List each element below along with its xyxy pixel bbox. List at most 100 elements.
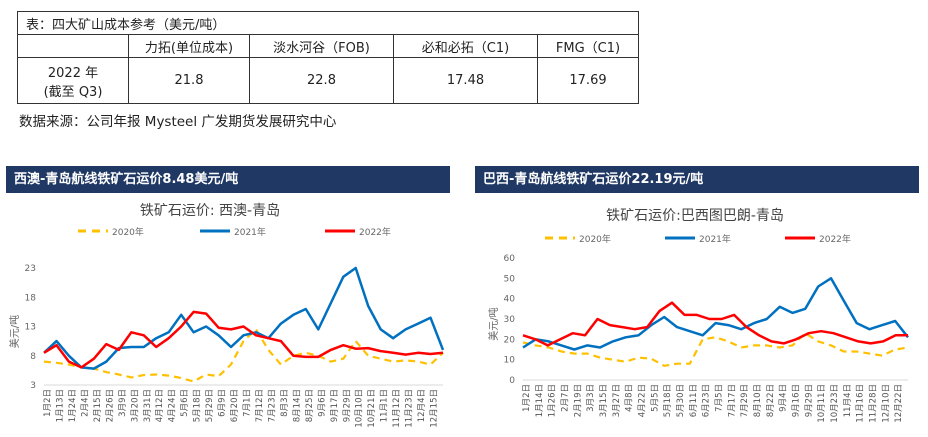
x-tick-label: 9月17日	[330, 389, 340, 422]
x-tick-label: 4月22日	[638, 384, 648, 417]
series-line-2022年	[43, 310, 444, 369]
y-tick-label: 23	[25, 264, 36, 274]
x-tick-label: 3月9日	[118, 389, 128, 417]
y-tick-label: 13	[25, 323, 36, 333]
x-tick-label: 7月17日	[727, 384, 737, 417]
legend-label: 2021年	[234, 226, 266, 238]
x-tick-label: 8月10日	[753, 384, 763, 417]
x-tick-label: 9月4日	[779, 384, 789, 412]
header-cell: FMG（C1)	[537, 34, 639, 58]
series-line-2021年	[43, 266, 445, 370]
cost-table: 表：四大矿山成本参考（美元/吨） 力拓(单位成本) 淡水河谷（FOB) 必和必拓…	[17, 11, 639, 104]
x-tick-label: 12月10日	[881, 384, 891, 423]
y-tick-label: 10	[504, 356, 516, 366]
chart-title: 铁矿石运价: 西澳-青岛	[140, 203, 280, 219]
x-tick-label: 1月13日	[55, 389, 65, 422]
header-cell	[17, 34, 129, 58]
source-note: 数据来源：公司年报 Mysteel 广发期货发展研究中心	[19, 114, 337, 130]
x-tick-label: 11月1日	[380, 389, 390, 422]
y-tick-label: 30	[504, 315, 516, 325]
row-label-note: (截至 Q3)	[43, 84, 103, 100]
x-tick-label: 2月15日	[93, 389, 103, 422]
chart-brazil: 铁矿石运价:巴西图巴朗-青岛 2020年 2021年 2022年 0 10 20 30 40 50…	[487, 208, 909, 423]
series-line-2020年	[43, 328, 444, 383]
x-tick-label: 2月4日	[80, 389, 90, 417]
x-tick-label: 3月15日	[599, 384, 609, 417]
x-tick-label: 5月30日	[676, 384, 686, 417]
x-tick-label: 11月28日	[869, 384, 879, 423]
x-tick-label: 10月11日	[817, 384, 827, 423]
x-tick-label: 11月16日	[856, 384, 866, 423]
legend-label: 2022年	[359, 226, 391, 238]
left-panel-header: 西澳-青岛航线铁矿石运价8.48美元/吨	[6, 166, 450, 193]
x-tick-label: 3月20日	[130, 389, 140, 422]
x-tick-label: 6月23日	[702, 384, 712, 417]
x-tick-label: 5月18日	[193, 389, 203, 422]
y-axis-label: 美元/吨	[487, 307, 500, 340]
x-tick-label: 5月29日	[205, 389, 215, 422]
row-label: 2022 年 (截至 Q3)	[17, 57, 129, 104]
x-tick-label: 1月26日	[548, 384, 558, 417]
value-cell: 22.8	[249, 57, 394, 104]
x-tick-label: 9月29日	[342, 389, 352, 422]
x-tick-label: 4月24日	[168, 389, 178, 422]
series-line-2021年	[522, 277, 909, 351]
y-tick-label: 20	[504, 335, 516, 345]
legend-label: 2021年	[699, 233, 731, 245]
x-tick-label: 11月23日	[405, 389, 415, 428]
chart-title: 铁矿石运价:巴西图巴朗-青岛	[606, 208, 784, 224]
x-tick-label: 9月6日	[317, 389, 327, 417]
x-tick-label: 11月4日	[843, 384, 853, 417]
x-tick-label: 5月6日	[180, 389, 190, 417]
y-tick-label: 0	[509, 376, 515, 386]
x-tick-label: 11月12日	[392, 389, 402, 428]
right-panel-header: 巴西-青岛航线铁矿石运价22.19元/吨	[475, 166, 919, 193]
x-tick-label: 8月3日	[280, 389, 290, 417]
x-tick-label: 10月23日	[830, 384, 840, 423]
x-tick-label: 12月15日	[430, 389, 440, 428]
y-tick-label: 3	[30, 381, 36, 391]
header-cell: 必和必拓（C1)	[393, 34, 538, 58]
x-tick-label: 10月21日	[367, 389, 377, 428]
value-cell: 17.69	[537, 57, 639, 104]
series-line-2020年	[522, 332, 909, 367]
x-tick-label: 2月26日	[105, 389, 115, 422]
x-tick-label: 9月29日	[804, 384, 814, 417]
x-tick-label: 7月12日	[255, 389, 265, 422]
x-tick-label: 5月18日	[663, 384, 673, 417]
x-tick-label: 3月27日	[612, 384, 622, 417]
x-tick-label: 7月5日	[715, 384, 725, 412]
x-tick-label: 1月2日	[522, 384, 532, 412]
legend-label: 2020年	[579, 233, 611, 245]
x-tick-label: 8月25日	[305, 389, 315, 422]
legend-label: 2020年	[112, 226, 144, 238]
table-title: 表：四大矿山成本参考（美元/吨）	[17, 11, 639, 35]
y-tick-label: 18	[25, 293, 37, 303]
chart-west-australia: 铁矿石运价: 西澳-青岛 2020年 2021年 2022年 3 8 13 18 23 美元/吨 1…	[8, 203, 445, 428]
y-tick-label: 60	[504, 254, 516, 264]
x-tick-label: 4月12日	[155, 389, 165, 422]
x-tick-label: 4月8日	[625, 384, 635, 412]
x-tick-label: 7月29日	[740, 384, 750, 417]
x-tick-label: 10月10日	[355, 389, 365, 428]
row-label-year: 2022 年	[47, 65, 99, 81]
x-tick-label: 6月20日	[230, 389, 240, 422]
x-tick-label: 12月22日	[894, 384, 904, 423]
header-cell: 力拓(单位成本)	[128, 34, 250, 58]
series-line-2022年	[522, 301, 908, 347]
header-cell: 淡水河谷（FOB)	[249, 34, 394, 58]
x-tick-label: 2月19日	[573, 384, 583, 417]
x-tick-label: 7月1日	[243, 389, 253, 417]
x-tick-label: 3月31日	[143, 389, 153, 422]
value-cell: 17.48	[393, 57, 538, 104]
value-cell: 21.8	[128, 57, 250, 104]
x-tick-label: 3月3日	[586, 384, 596, 412]
x-tick-label: 12月4日	[417, 389, 427, 422]
x-tick-label: 2月7日	[561, 384, 571, 412]
x-tick-label: 5月5日	[650, 384, 660, 412]
y-tick-label: 8	[30, 352, 36, 362]
y-tick-label: 40	[504, 295, 516, 305]
x-tick-label: 1月14日	[535, 384, 545, 417]
x-tick-label: 7月23日	[267, 389, 277, 422]
x-tick-label: 6月9日	[218, 389, 228, 417]
